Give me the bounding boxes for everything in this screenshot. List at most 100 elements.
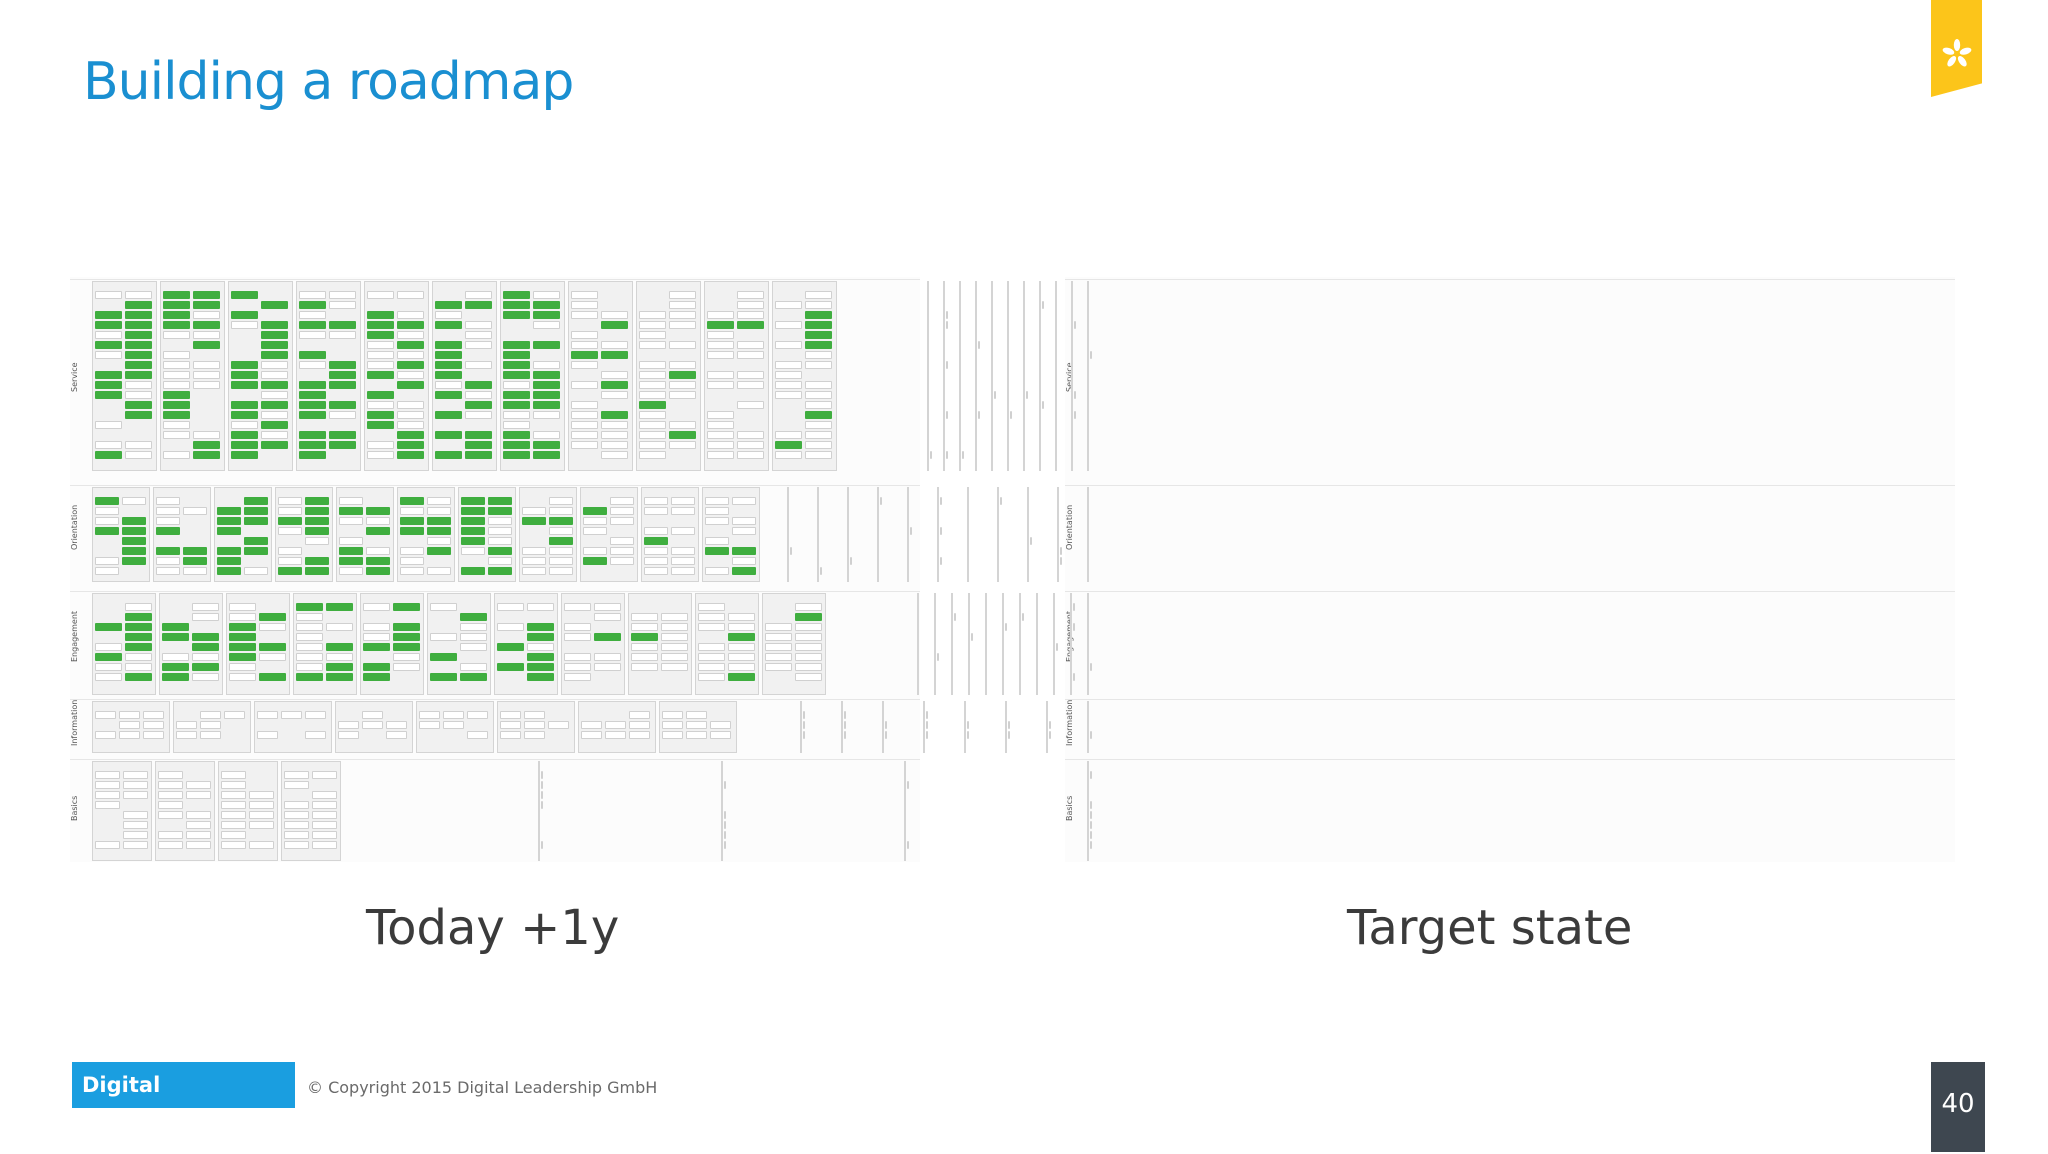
roadmap-capability-cell (728, 653, 755, 661)
roadmap-capability-cell (805, 401, 832, 409)
section-divider (1065, 591, 1955, 592)
roadmap-capability-cell (122, 547, 146, 555)
roadmap-capability-cell (549, 527, 573, 535)
roadmap-capability-cell (880, 497, 882, 505)
roadmap-capability-cell (338, 731, 359, 739)
roadmap-capability-cell (123, 781, 148, 789)
roadmap-capability-cell (503, 401, 530, 409)
roadmap-capability-cell (631, 633, 658, 641)
roadmap-capability-cell (465, 391, 492, 399)
roadmap-capability-cell (95, 623, 122, 631)
roadmap-capability-cell (775, 381, 802, 389)
roadmap-capability-cell (162, 633, 189, 641)
roadmap-capability-cell (926, 721, 928, 729)
roadmap-capability-cell (967, 731, 969, 739)
roadmap-capability-cell (329, 291, 356, 299)
roadmap-panel (1036, 593, 1038, 695)
roadmap-capability-cell (192, 663, 219, 671)
roadmap-capability-cell (397, 321, 424, 329)
roadmap-capability-cell (95, 341, 122, 349)
roadmap-capability-cell (259, 643, 286, 651)
roadmap-capability-cell (299, 431, 326, 439)
roadmap-capability-cell (488, 537, 512, 545)
roadmap-capability-cell (367, 351, 394, 359)
roadmap-capability-cell (1090, 771, 1092, 779)
roadmap-capability-cell (662, 711, 683, 719)
roadmap-capability-cell (386, 721, 407, 729)
roadmap-capability-cell (217, 547, 241, 555)
roadmap-capability-cell (158, 781, 183, 789)
roadmap-capability-cell (795, 663, 822, 671)
roadmap-capability-cell (1074, 411, 1076, 419)
roadmap-capability-cell (257, 711, 278, 719)
roadmap-capability-cell (639, 381, 666, 389)
roadmap-capability-cell (631, 613, 658, 621)
roadmap-capability-cell (805, 331, 832, 339)
roadmap-panel (1070, 593, 1072, 695)
roadmap-capability-cell (571, 361, 598, 369)
roadmap-capability-cell (95, 557, 119, 565)
roadmap-panel (937, 487, 939, 582)
roadmap-capability-cell (503, 351, 530, 359)
roadmap-capability-cell (488, 517, 512, 525)
roadmap-capability-cell (367, 341, 394, 349)
roadmap-capability-cell (594, 613, 621, 621)
roadmap-capability-cell (488, 557, 512, 565)
roadmap-capability-cell (143, 721, 164, 729)
roadmap-capability-cell (284, 781, 309, 789)
roadmap-capability-cell (669, 291, 696, 299)
roadmap-capability-cell (465, 331, 492, 339)
roadmap-capability-cell (193, 371, 220, 379)
roadmap-capability-cell (548, 721, 569, 729)
roadmap-capability-cell (339, 497, 363, 505)
roadmap-capability-cell (259, 613, 286, 621)
roadmap-capability-cell (261, 371, 288, 379)
roadmap-capability-cell (465, 361, 492, 369)
roadmap-capability-cell (524, 711, 545, 719)
roadmap-capability-cell (326, 653, 353, 661)
roadmap-capability-cell (765, 633, 792, 641)
roadmap-capability-cell (367, 451, 394, 459)
roadmap-capability-cell (605, 721, 626, 729)
roadmap-capability-cell (467, 731, 488, 739)
roadmap-capability-cell (639, 391, 666, 399)
roadmap-capability-cell (930, 451, 932, 459)
roadmap-capability-cell (765, 653, 792, 661)
section-label-engagement: Engagement (70, 610, 79, 663)
roadmap-capability-cell (775, 361, 802, 369)
roadmap-capability-cell (162, 663, 189, 671)
roadmap-capability-cell (95, 673, 122, 681)
roadmap-capability-cell (435, 341, 462, 349)
roadmap-capability-cell (397, 401, 424, 409)
roadmap-capability-cell (397, 431, 424, 439)
roadmap-capability-cell (571, 341, 598, 349)
roadmap-capability-cell (95, 371, 122, 379)
roadmap-capability-cell (1022, 613, 1024, 621)
roadmap-panel (968, 593, 970, 695)
roadmap-capability-cell (775, 371, 802, 379)
roadmap-capability-cell (193, 361, 220, 369)
roadmap-panel (927, 281, 929, 471)
roadmap-capability-cell (533, 301, 560, 309)
roadmap-capability-cell (329, 331, 356, 339)
roadmap-capability-cell (644, 497, 668, 505)
roadmap-capability-cell (326, 623, 353, 631)
roadmap-capability-cell (363, 623, 390, 631)
roadmap-capability-cell (400, 567, 424, 575)
roadmap-capability-cell (122, 557, 146, 565)
roadmap-capability-cell (261, 361, 288, 369)
roadmap-capability-cell (500, 721, 521, 729)
roadmap-capability-cell (284, 841, 309, 849)
roadmap-capability-cell (728, 633, 755, 641)
roadmap-capability-cell (1090, 831, 1092, 839)
roadmap-capability-cell (244, 507, 268, 515)
roadmap-capability-cell (397, 441, 424, 449)
roadmap-capability-cell (393, 663, 420, 671)
roadmap-capability-cell (1000, 497, 1002, 505)
roadmap-capability-cell (669, 321, 696, 329)
roadmap-capability-cell (686, 721, 707, 729)
roadmap-capability-cell (397, 381, 424, 389)
roadmap-capability-cell (193, 341, 220, 349)
roadmap-capability-cell (296, 663, 323, 671)
roadmap-capability-cell (1005, 623, 1007, 631)
